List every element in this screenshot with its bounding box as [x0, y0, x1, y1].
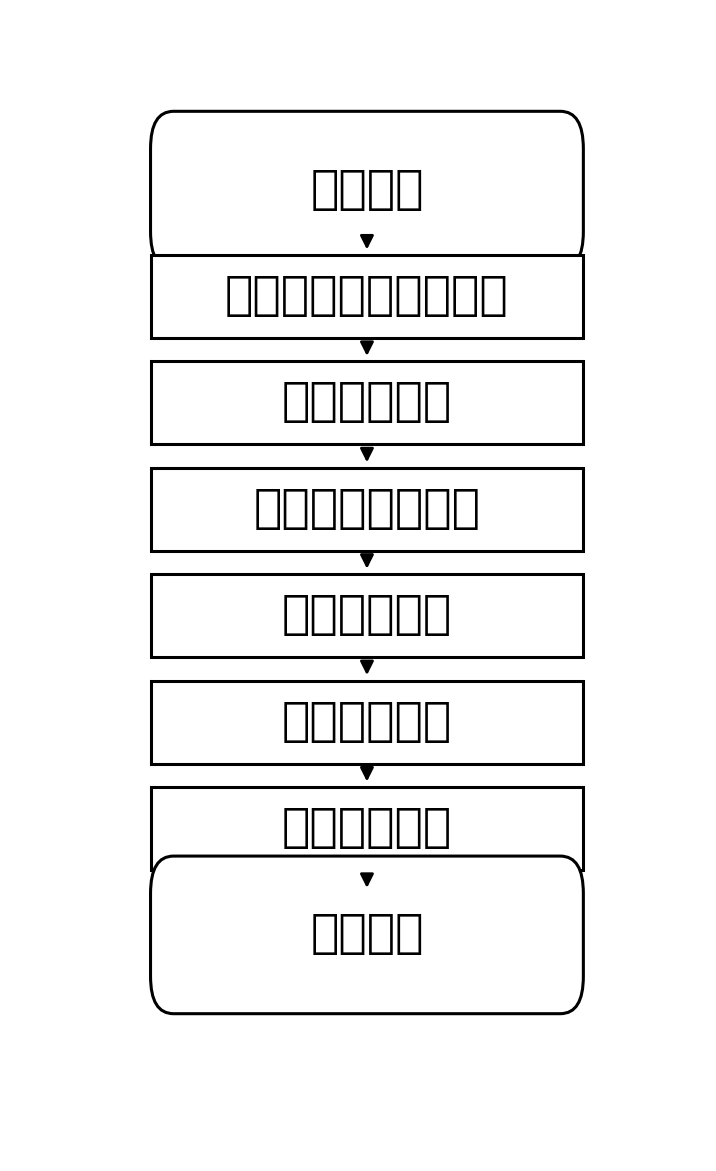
Text: 模拟参数校准: 模拟参数校准 — [282, 381, 452, 425]
Text: 叶片模型: 叶片模型 — [310, 167, 424, 213]
FancyBboxPatch shape — [150, 787, 584, 870]
Text: 铸型制备工艺: 铸型制备工艺 — [282, 806, 452, 851]
FancyBboxPatch shape — [150, 255, 584, 338]
FancyBboxPatch shape — [150, 680, 584, 763]
Text: 挡板形状尺寸设计: 挡板形状尺寸设计 — [253, 487, 480, 532]
Text: 树脂模具设计: 树脂模具设计 — [282, 699, 452, 745]
Text: 挡板尺寸优化: 挡板尺寸优化 — [282, 594, 452, 638]
FancyBboxPatch shape — [150, 574, 584, 657]
FancyBboxPatch shape — [150, 111, 584, 269]
Text: 定向凝固分析模型设计: 定向凝固分析模型设计 — [225, 274, 509, 319]
FancyBboxPatch shape — [150, 856, 584, 1014]
Text: 单晶叶片: 单晶叶片 — [310, 912, 424, 958]
FancyBboxPatch shape — [150, 362, 584, 444]
FancyBboxPatch shape — [150, 468, 584, 550]
